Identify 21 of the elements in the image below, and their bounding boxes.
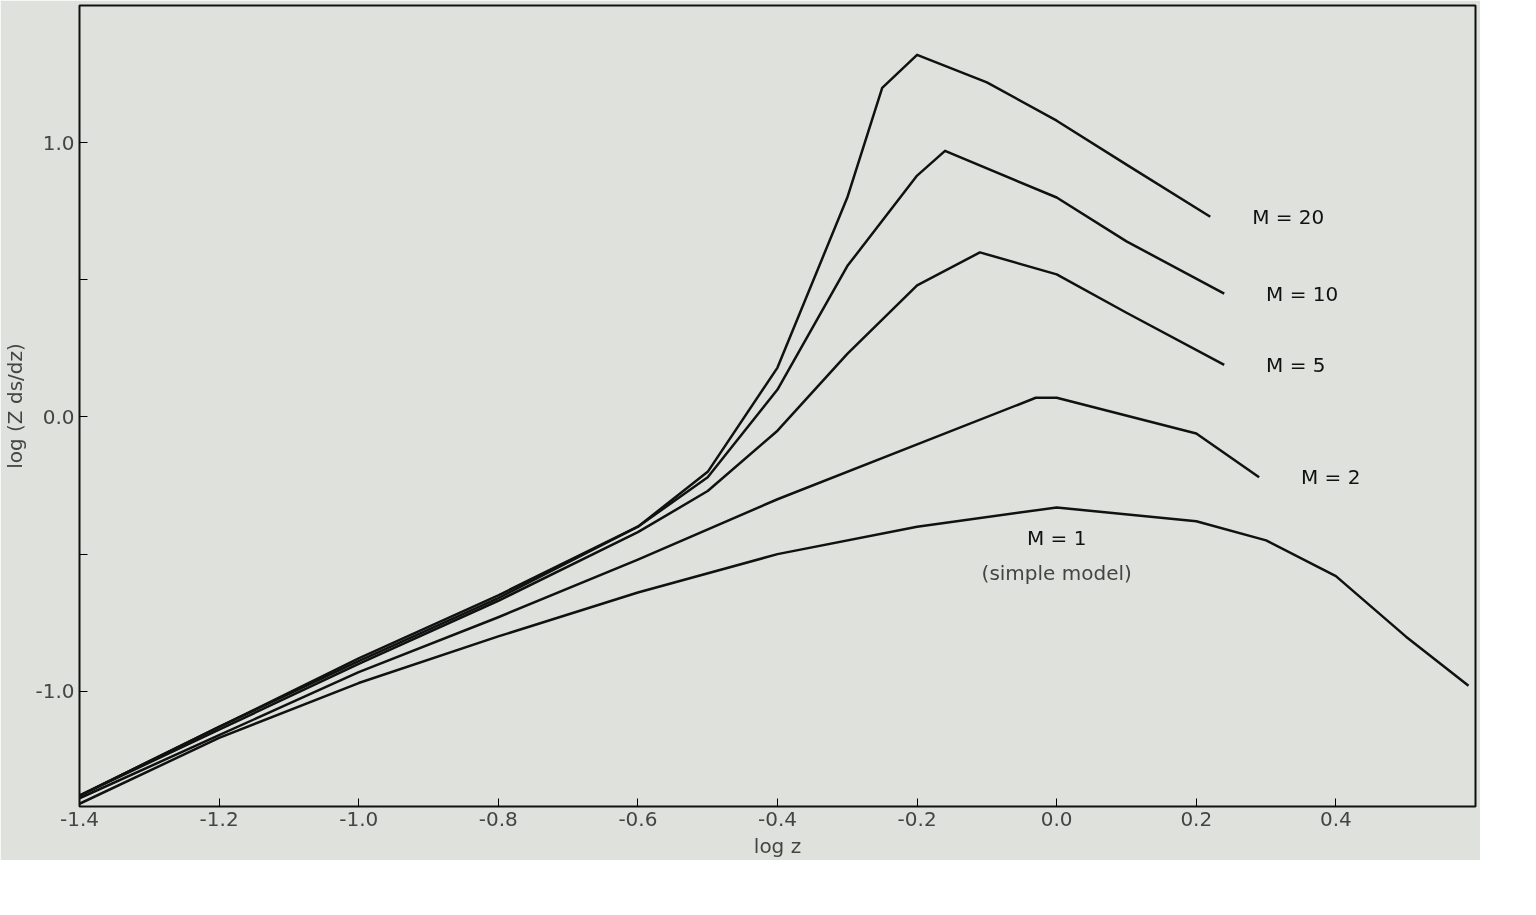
text: M = 20 xyxy=(1252,204,1325,229)
text: M = 5 xyxy=(1266,352,1326,377)
x-tick-label: -1.2 xyxy=(199,806,239,831)
x-tick-label: -0.6 xyxy=(618,806,658,831)
series-label: M = 1 xyxy=(1026,525,1087,550)
x-tick-label: -0.2 xyxy=(897,806,937,831)
x-tick-label: -0.8 xyxy=(478,806,518,831)
x-tick-label: -1.0 xyxy=(339,806,379,831)
x-tick-label: -1.4 xyxy=(59,806,100,831)
x-tick-label: 0.4 xyxy=(1320,806,1352,831)
x-tick-label: 0.0 xyxy=(1040,806,1073,831)
y-tick-label: -1.0 xyxy=(35,679,75,704)
x-tick-label: 0.2 xyxy=(1180,806,1213,831)
text: M = 2 xyxy=(1301,465,1361,490)
y-tick-label: 1.0 xyxy=(42,130,75,155)
y-axis-title: log (Z ds/dz) xyxy=(3,343,28,469)
annotation: (simple model) xyxy=(981,561,1132,586)
text: M = 10 xyxy=(1266,281,1339,306)
x-tick-label: -0.4 xyxy=(757,806,798,831)
y-tick-label: 0.0 xyxy=(42,404,75,429)
x-axis-title: log z xyxy=(753,833,802,858)
